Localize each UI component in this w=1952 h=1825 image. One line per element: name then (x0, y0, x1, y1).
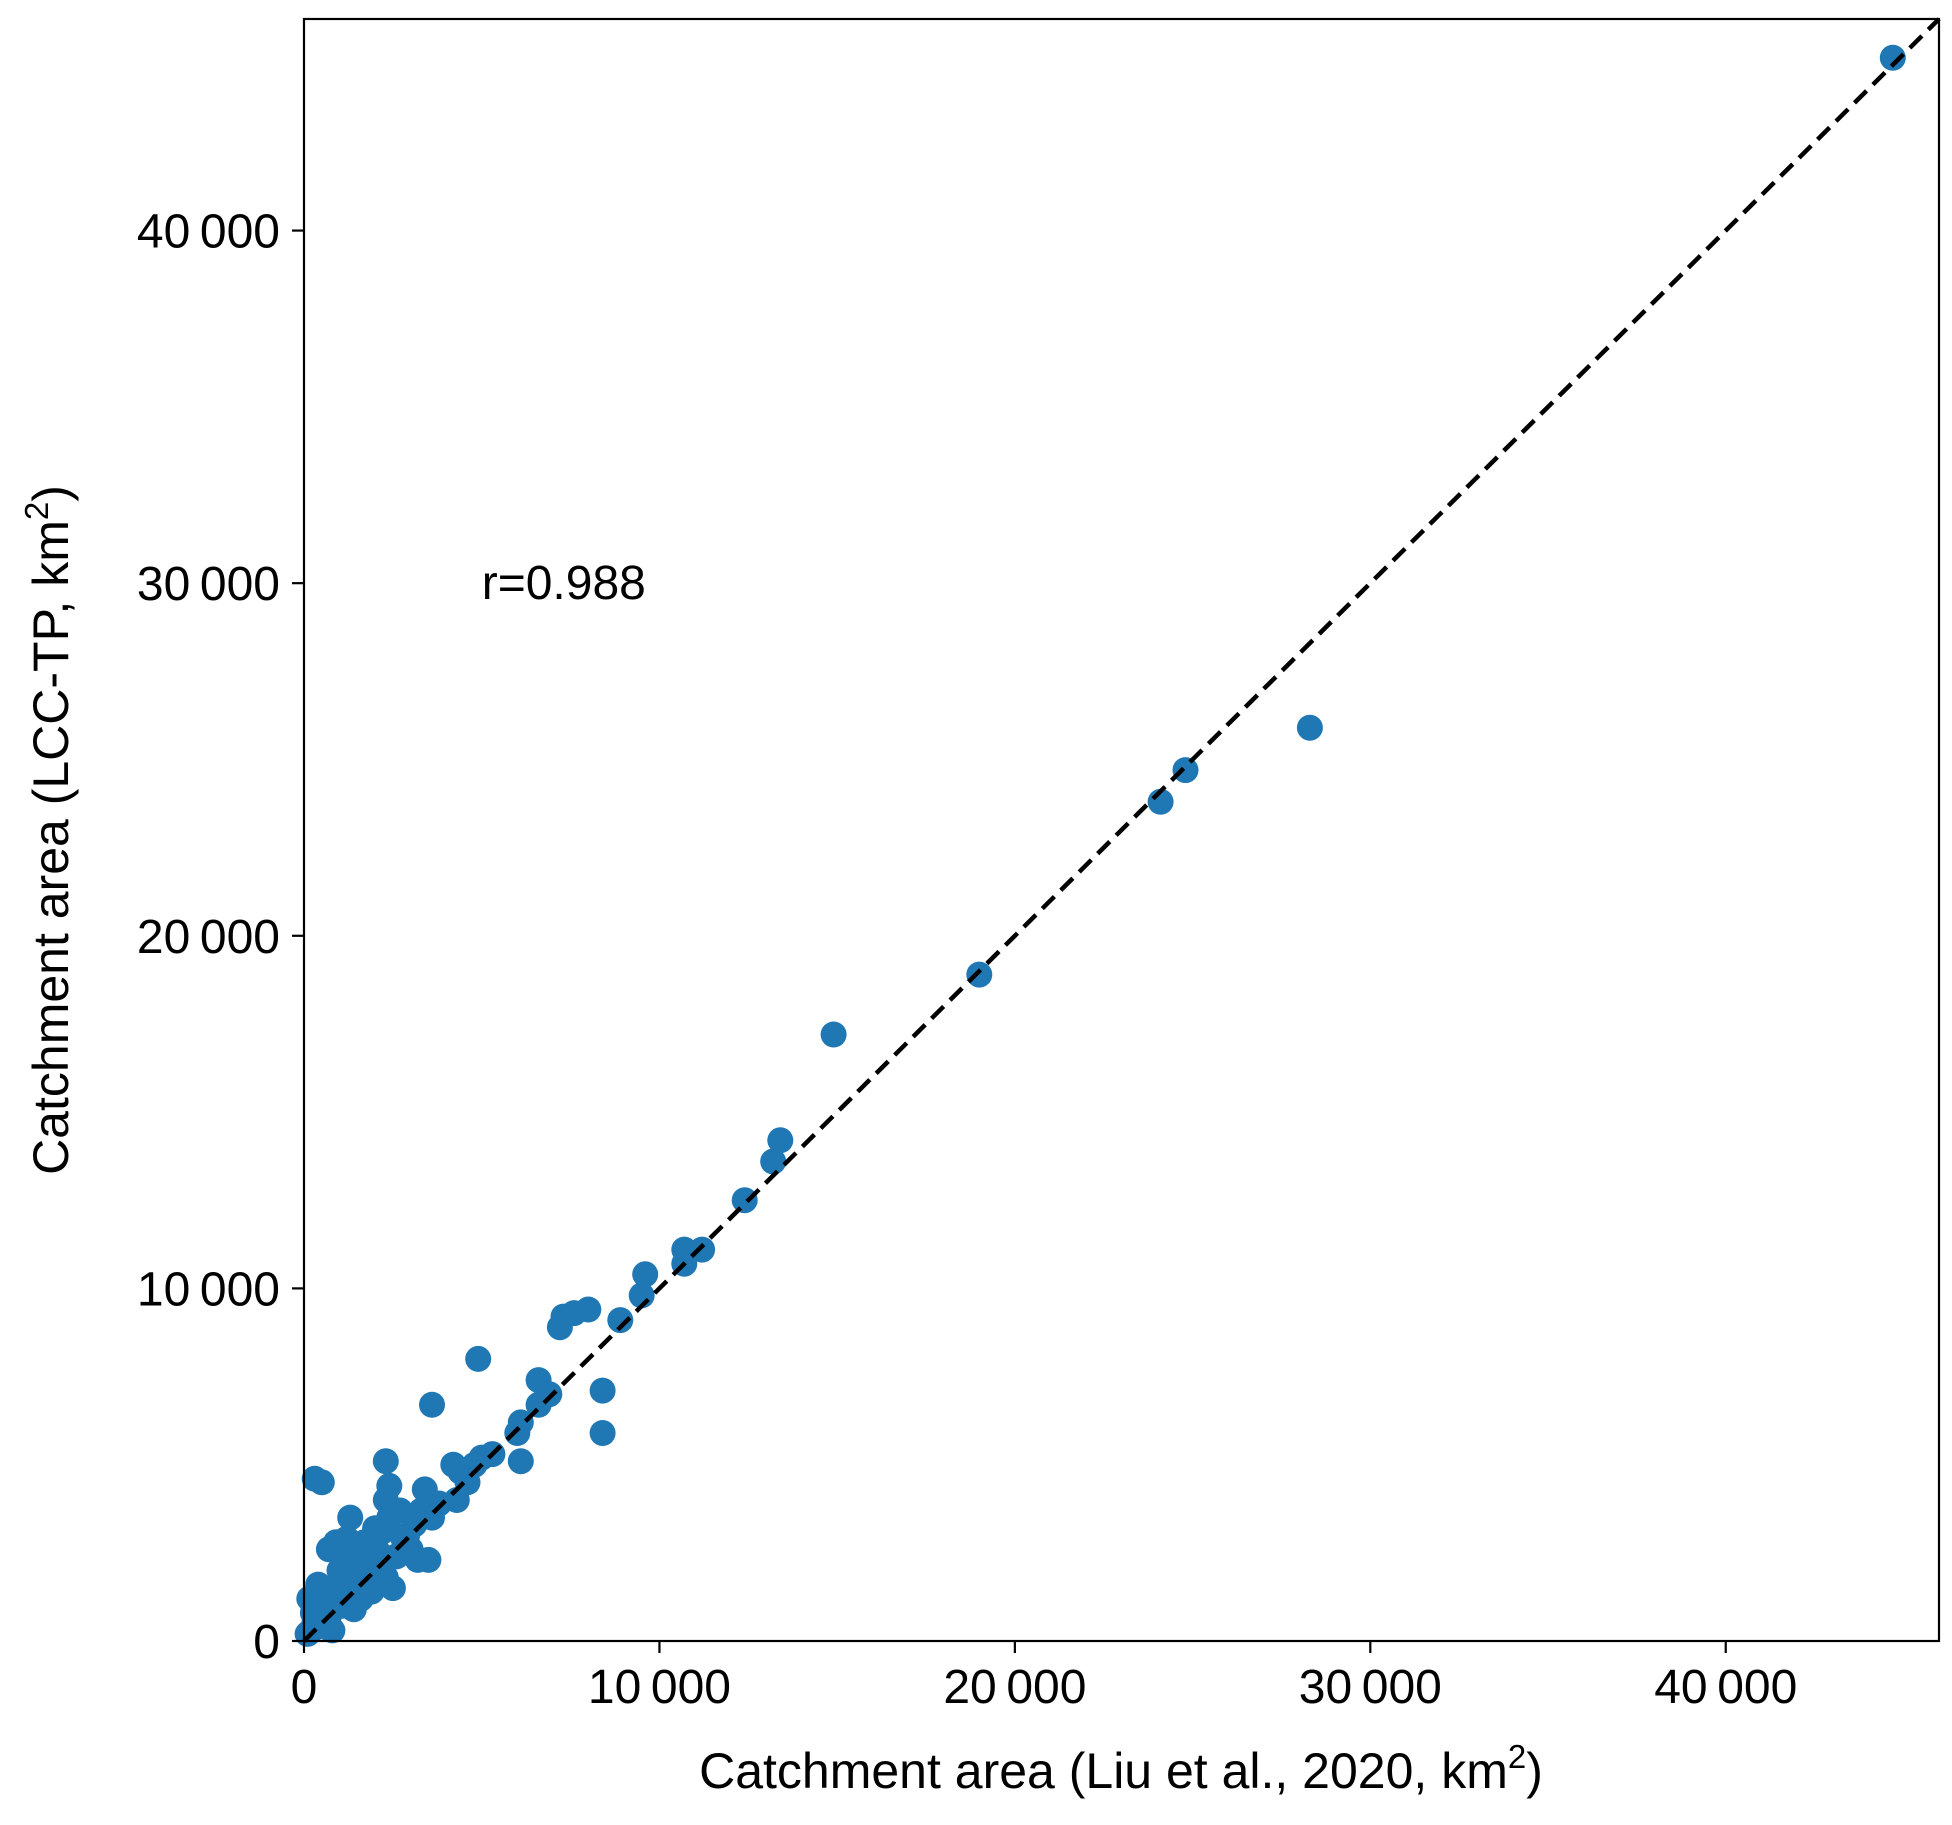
x-tick-label: 30 000 (1299, 1661, 1442, 1714)
data-point (344, 1571, 371, 1598)
data-point (966, 961, 993, 988)
data-point (607, 1307, 634, 1334)
data-point (731, 1187, 758, 1214)
data-point (632, 1261, 659, 1288)
data-point (760, 1148, 787, 1175)
data-point (372, 1448, 399, 1475)
data-point (465, 1345, 492, 1372)
data-point (337, 1504, 364, 1531)
x-axis-label: Catchment area (Liu et al., 2020, km2) (699, 1738, 1543, 1799)
x-tick-label: 0 (291, 1661, 318, 1714)
x-tick-label: 20 000 (943, 1661, 1086, 1714)
data-point (419, 1391, 445, 1418)
data-point (1879, 44, 1906, 71)
data-point (536, 1381, 563, 1408)
data-point (301, 1465, 328, 1492)
data-point (333, 1525, 360, 1552)
y-tick-label: 0 (253, 1616, 280, 1669)
data-point (504, 1420, 531, 1446)
correlation-annotation: r=0.988 (482, 557, 646, 610)
x-tick-label: 40 000 (1654, 1661, 1797, 1714)
data-point (426, 1490, 453, 1517)
marks-layer (294, 44, 1906, 1647)
data-point (397, 1536, 424, 1563)
data-point (546, 1314, 573, 1341)
reference-line-layer (302, 17, 1941, 1643)
data-point (507, 1448, 534, 1475)
data-point (305, 1571, 332, 1598)
x-tick-label: 10 000 (588, 1661, 731, 1714)
y-tick-label: 20 000 (137, 911, 280, 964)
identity-reference-line (302, 17, 1941, 1643)
data-point (440, 1451, 467, 1478)
data-point (820, 1021, 847, 1048)
y-axis-label: Catchment area (LCC-TP, km2) (18, 485, 79, 1175)
y-axis-ticks: 0 10 000 20 000 30 000 40 000 (137, 206, 304, 1669)
data-point (376, 1472, 403, 1499)
data-point (1172, 757, 1199, 784)
data-point (369, 1557, 396, 1584)
data-point (326, 1557, 353, 1584)
data-point (1296, 714, 1323, 741)
y-tick-label: 10 000 (137, 1263, 280, 1316)
x-axis-ticks: 0 10 000 20 000 30 000 40 000 (291, 1641, 1797, 1714)
data-point (454, 1469, 481, 1496)
y-tick-label: 30 000 (137, 558, 280, 611)
plot-frame (302, 17, 1941, 1643)
data-point (767, 1127, 794, 1154)
data-point (589, 1377, 616, 1404)
data-point (589, 1420, 616, 1446)
data-point (689, 1236, 716, 1263)
data-point (401, 1511, 428, 1538)
y-tick-label: 40 000 (137, 206, 280, 259)
